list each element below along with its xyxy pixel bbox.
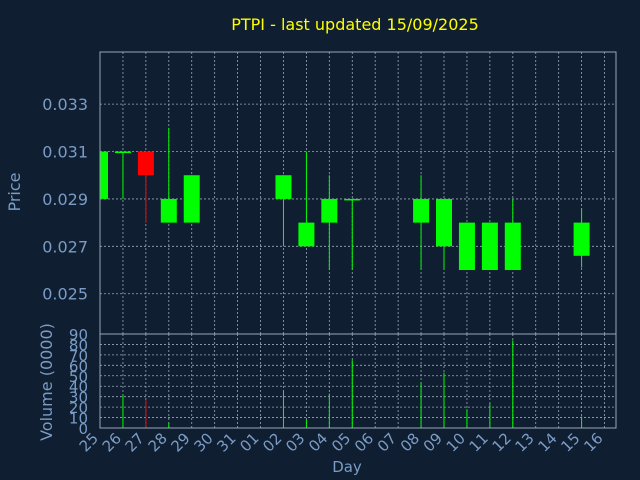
volume-axis-label: Volume (0000) bbox=[37, 323, 56, 441]
price-tick-label: 0.025 bbox=[42, 285, 88, 304]
volume-tick-label: 40 bbox=[69, 378, 88, 396]
candle-body bbox=[413, 198, 430, 223]
candle-body bbox=[183, 175, 200, 223]
x-axis-label: Day bbox=[332, 458, 362, 476]
candle-body bbox=[458, 222, 475, 271]
candle-body bbox=[137, 151, 154, 176]
x-axis-ticks: 2526272829303101020304050607080910111213… bbox=[76, 429, 607, 455]
volume-tick-label: 10 bbox=[69, 410, 88, 428]
candle-body bbox=[344, 198, 361, 201]
candle-body bbox=[481, 222, 498, 271]
volume-tick-label: 90 bbox=[69, 326, 88, 344]
x-tick-label: 16 bbox=[580, 429, 606, 455]
candle-body bbox=[114, 151, 131, 154]
volume-tick-label: 0 bbox=[78, 420, 88, 438]
volume-panel-frame bbox=[99, 333, 617, 429]
price-tick-label: 0.027 bbox=[42, 237, 88, 256]
candle-body bbox=[321, 198, 338, 223]
candle-body bbox=[573, 222, 590, 256]
candle-body bbox=[275, 175, 292, 199]
candles bbox=[99, 127, 590, 271]
volume-tick-label: 70 bbox=[69, 347, 88, 365]
volume-tick-label: 80 bbox=[69, 336, 88, 354]
volume-grid bbox=[100, 333, 616, 429]
volume-tick-label: 50 bbox=[69, 368, 88, 386]
price-grid bbox=[100, 52, 616, 334]
volume-tick-label: 30 bbox=[69, 389, 88, 407]
candle-body bbox=[504, 222, 521, 271]
price-axis-label: Price bbox=[5, 172, 24, 211]
volume-bars bbox=[122, 340, 583, 428]
price-axis-ticks: 0.025 0.027 0.029 0.031 0.033 bbox=[42, 95, 88, 304]
candle-body bbox=[160, 198, 177, 223]
chart-title: PTPI - last updated 15/09/2025 bbox=[231, 15, 479, 34]
price-tick-label: 0.029 bbox=[42, 190, 88, 209]
price-panel-frame bbox=[99, 51, 617, 335]
volume-tick-label: 20 bbox=[69, 399, 88, 417]
candle-body bbox=[436, 198, 452, 247]
candle-body bbox=[298, 222, 315, 247]
candle-body bbox=[100, 151, 108, 199]
price-tick-label: 0.033 bbox=[42, 95, 88, 114]
price-tick-label: 0.031 bbox=[42, 143, 88, 162]
volume-tick-label: 60 bbox=[69, 357, 88, 375]
